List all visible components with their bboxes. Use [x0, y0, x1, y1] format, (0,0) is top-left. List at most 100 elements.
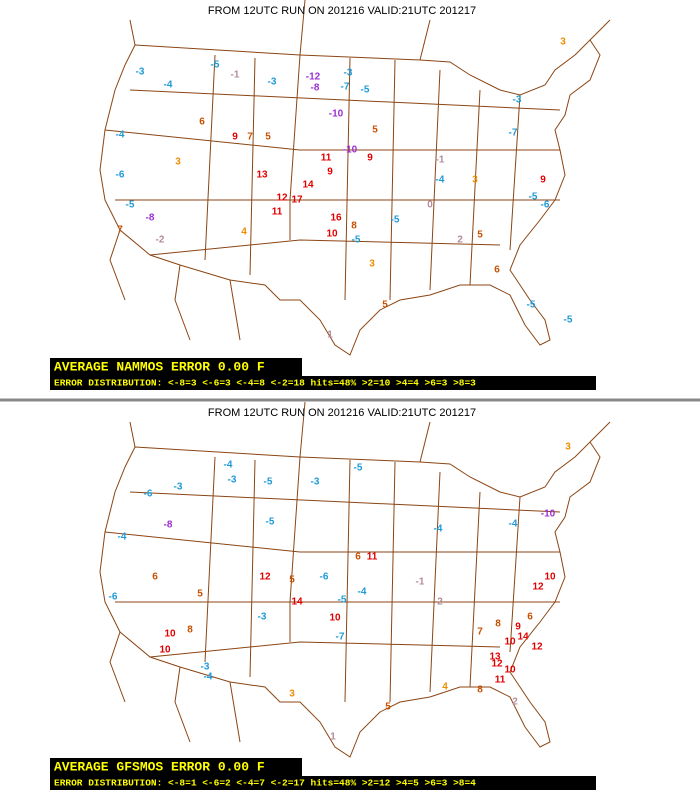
station-error: -1 — [436, 155, 445, 166]
station-error: -5 — [361, 85, 370, 96]
station-error: 8 — [351, 221, 357, 232]
station-error: -3 — [311, 477, 320, 488]
station-error: 10 — [329, 613, 341, 624]
station-error: 11 — [367, 552, 378, 563]
station-error: 5 — [385, 702, 391, 713]
panel-title: FROM 12UTC RUN ON 201216 VALID:21UTC 201… — [208, 5, 476, 17]
station-error: -4 — [164, 80, 173, 91]
station-error: 5 — [197, 589, 203, 600]
station-error: -4 — [436, 175, 445, 186]
map-panel: FROM 12UTC RUN ON 201216 VALID:21UTC 201… — [50, 401, 611, 790]
station-error: -6 — [541, 200, 550, 211]
station-error: 12 — [276, 193, 288, 204]
station-error: 5 — [289, 575, 295, 586]
station-error: 6 — [527, 612, 533, 623]
station-error: 5 — [372, 125, 378, 136]
station-error: 5 — [265, 132, 271, 143]
station-error: -5 — [529, 192, 538, 203]
station-error: -10 — [541, 509, 556, 520]
station-error: 6 — [199, 117, 205, 128]
station-error: 2 — [512, 697, 518, 708]
station-error: -4 — [204, 672, 213, 683]
station-error: -7 — [509, 128, 518, 139]
station-error: 10 — [159, 645, 171, 656]
station-error: 10 — [504, 665, 516, 676]
station-error: -7 — [341, 82, 350, 93]
station-error: 6 — [355, 552, 361, 563]
station-error: 6 — [494, 265, 500, 276]
station-error: 14 — [291, 597, 303, 608]
station-error: -1 — [416, 577, 425, 588]
station-error: -4 — [434, 524, 443, 535]
station-error: 3 — [175, 157, 181, 168]
station-error: -7 — [336, 632, 345, 643]
station-error: 9 — [232, 132, 238, 143]
station-error: 7 — [247, 132, 253, 143]
station-error: -1 — [231, 70, 240, 81]
station-error: 2 — [437, 597, 443, 608]
station-error: -6 — [144, 489, 153, 500]
distribution-box — [50, 376, 596, 390]
station-error: -4 — [358, 587, 367, 598]
station-error: -3 — [344, 68, 353, 79]
station-error: -3 — [201, 662, 210, 673]
station-error: 8 — [187, 625, 193, 636]
station-error: -12 — [306, 72, 321, 83]
station-error: 3 — [289, 689, 295, 700]
station-error: -5 — [391, 215, 400, 226]
panel-title: FROM 12UTC RUN ON 201216 VALID:21UTC 201… — [208, 407, 476, 419]
distribution-box — [50, 776, 596, 790]
station-error: -4 — [116, 130, 125, 141]
station-error: 8 — [477, 685, 483, 696]
station-error: -6 — [116, 170, 125, 181]
station-error: 8 — [495, 619, 501, 630]
station-error: 12 — [491, 659, 503, 670]
station-error: 10 — [164, 629, 176, 640]
geo-boundaries — [99, 401, 611, 758]
station-error: -3 — [268, 77, 277, 88]
station-error: 2 — [457, 235, 463, 246]
station-error: 12 — [532, 582, 544, 593]
average-box — [50, 358, 302, 376]
map-panel: FROM 12UTC RUN ON 201216 VALID:21UTC 201… — [50, 0, 611, 390]
station-error: 13 — [256, 170, 268, 181]
station-error: 4 — [442, 682, 448, 693]
station-error: 12 — [259, 572, 271, 583]
station-error: 12 — [531, 642, 543, 653]
error-distribution: ERROR DISTRIBUTION: <-8=3 <-6=3 <-4=8 <-… — [54, 378, 476, 389]
station-error: 7 — [477, 627, 483, 638]
station-error: -3 — [136, 67, 145, 78]
station-error: 1 — [327, 330, 333, 341]
station-error: 14 — [517, 632, 529, 643]
station-error: -8 — [311, 83, 320, 94]
station-error: 6 — [152, 572, 158, 583]
station-error: -5 — [527, 300, 536, 311]
station-error: 7 — [117, 225, 123, 236]
station-error: 14 — [302, 180, 314, 191]
station-error: -4 — [118, 532, 127, 543]
station-error: -5 — [266, 517, 275, 528]
average-error: AVERAGE NAMMOS ERROR 0.00 F — [54, 359, 265, 374]
station-error: 9 — [367, 153, 373, 164]
station-error: 4 — [241, 227, 247, 238]
station-error: -5 — [126, 200, 135, 211]
station-error: 3 — [560, 37, 566, 48]
station-error: 0 — [427, 200, 433, 211]
station-error: -10 — [343, 145, 358, 156]
station-error: 3 — [369, 259, 375, 270]
station-error: 11 — [321, 153, 332, 164]
station-error: 5 — [382, 300, 388, 311]
station-error: -5 — [338, 595, 347, 606]
station-error: -4 — [509, 519, 518, 530]
station-error: 9 — [515, 622, 521, 633]
station-error: 16 — [330, 213, 342, 224]
station-error: -3 — [228, 475, 237, 486]
station-error: 3 — [472, 175, 478, 186]
average-box — [50, 758, 302, 776]
station-error: -8 — [146, 213, 155, 224]
average-error: AVERAGE GFSMOS ERROR 0.00 F — [54, 759, 265, 774]
station-error: 11 — [495, 675, 506, 686]
station-error: 3 — [565, 442, 571, 453]
station-error: -3 — [258, 612, 267, 623]
